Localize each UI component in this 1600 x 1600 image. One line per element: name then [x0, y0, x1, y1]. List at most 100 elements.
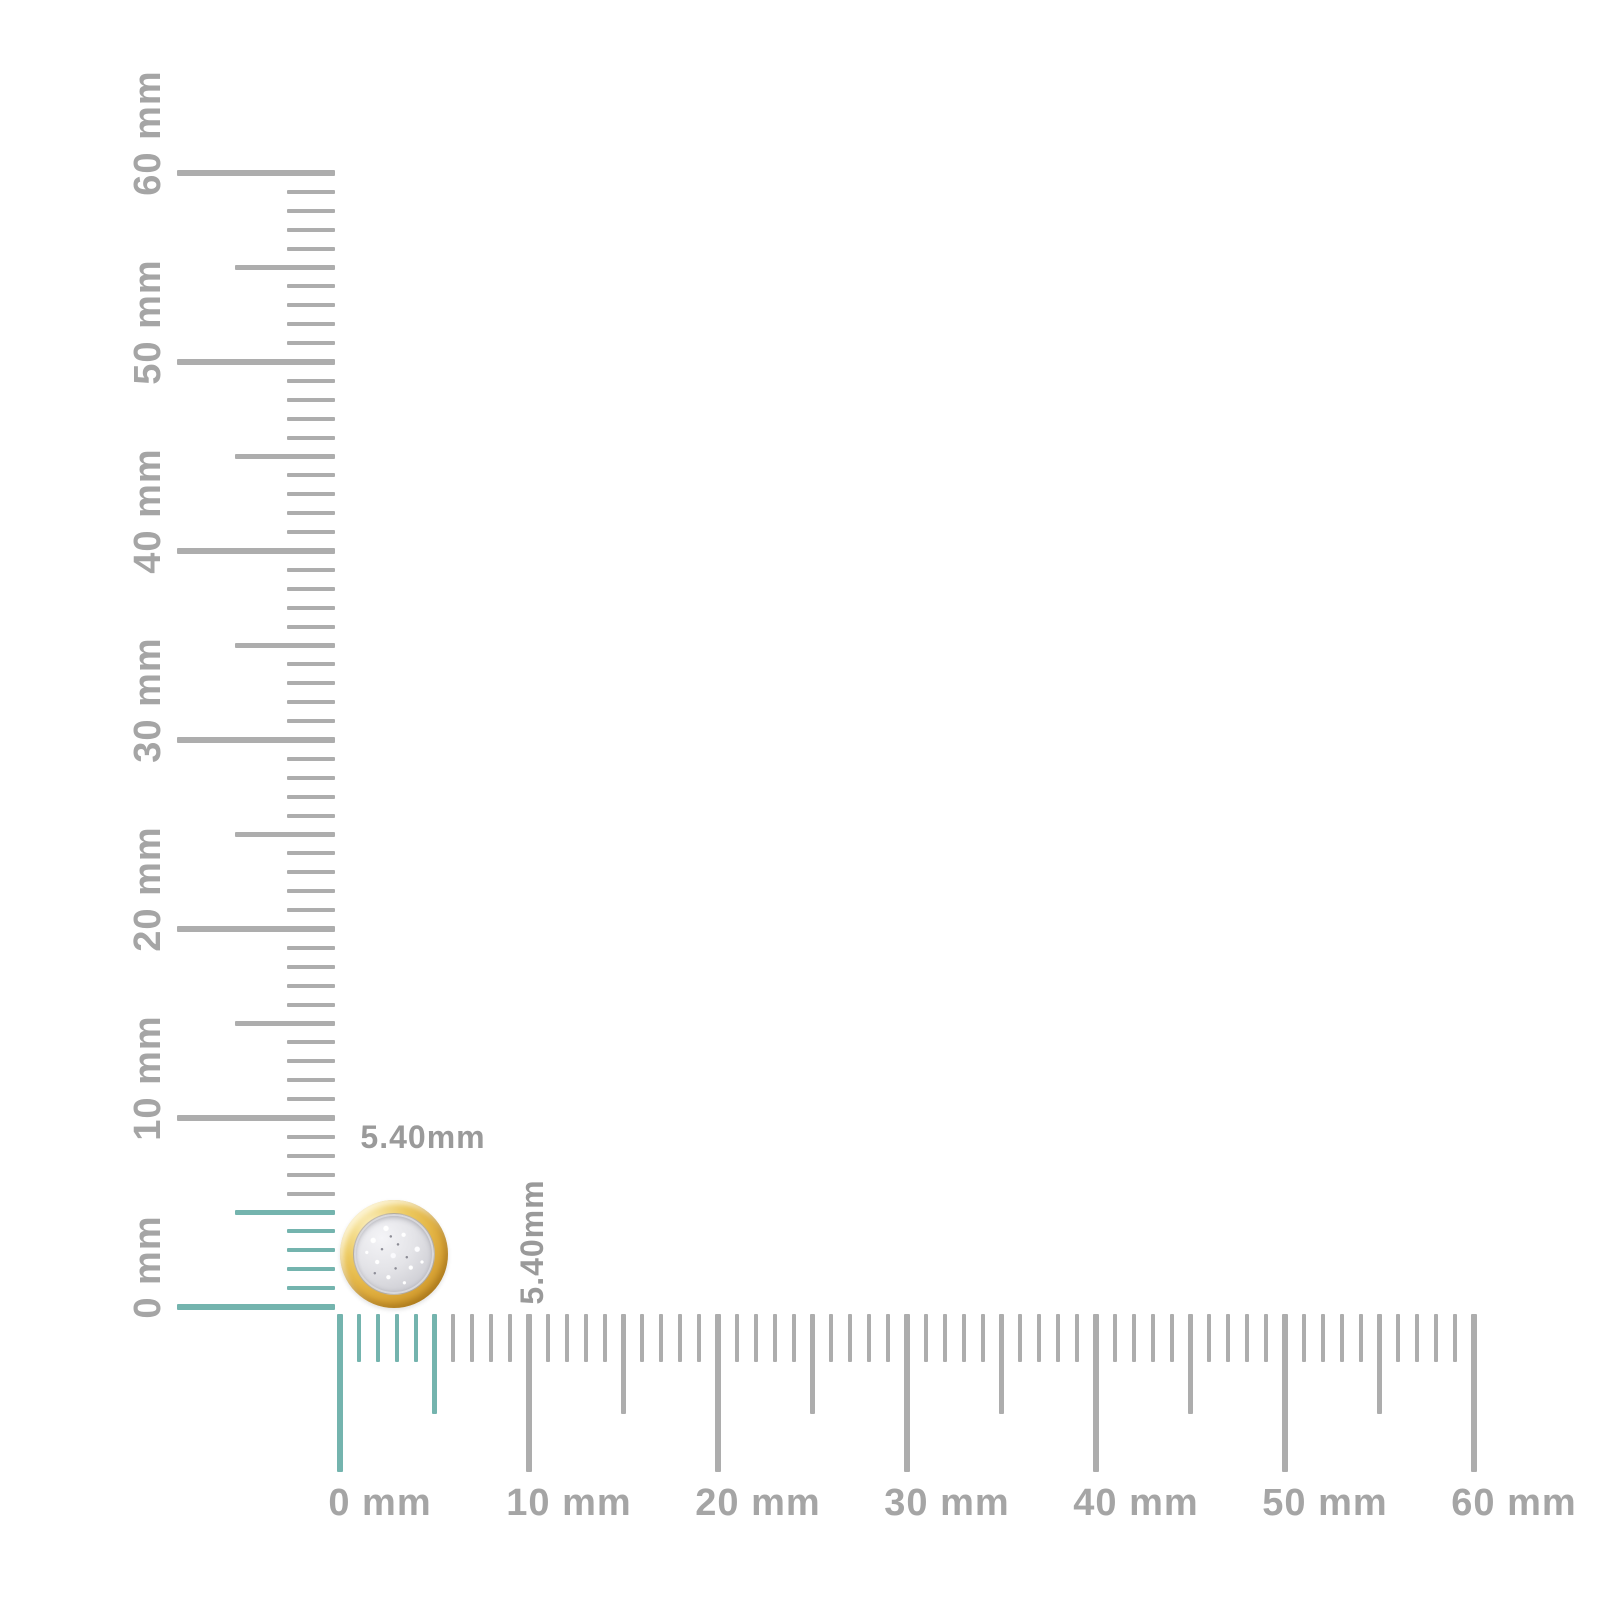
- vertical-ruler-label-30mm: 30 mm: [127, 637, 169, 763]
- horizontal-ruler-medium-tick-5mm: [432, 1314, 437, 1414]
- vertical-ruler-minor-tick-9mm: [287, 1134, 335, 1139]
- vertical-ruler-minor-tick-21mm: [287, 908, 335, 913]
- horizontal-ruler-major-tick-0mm: [337, 1314, 343, 1472]
- horizontal-ruler-minor-tick-29mm: [886, 1314, 891, 1362]
- horizontal-ruler-label-50mm: 50 mm: [1262, 1482, 1388, 1524]
- vertical-ruler-minor-tick-17mm: [287, 983, 335, 988]
- horizontal-ruler-major-tick-50mm: [1282, 1314, 1288, 1472]
- horizontal-ruler-minor-tick-8mm: [489, 1314, 494, 1362]
- horizontal-ruler-major-tick-60mm: [1471, 1314, 1477, 1472]
- vertical-ruler-minor-tick-57mm: [287, 227, 335, 232]
- vertical-ruler-minor-tick-22mm: [287, 889, 335, 894]
- vertical-ruler-major-tick-30mm: [177, 737, 335, 743]
- horizontal-ruler-minor-tick-42mm: [1131, 1314, 1136, 1362]
- vertical-ruler-minor-tick-53mm: [287, 303, 335, 308]
- vertical-ruler-minor-tick-46mm: [287, 435, 335, 440]
- vertical-ruler-medium-tick-15mm: [235, 1021, 335, 1026]
- horizontal-ruler-medium-tick-15mm: [621, 1314, 626, 1414]
- horizontal-ruler-label-60mm: 60 mm: [1451, 1482, 1577, 1524]
- height-dimension-label: 5.40mm: [514, 1179, 550, 1305]
- vertical-ruler-minor-tick-11mm: [287, 1097, 335, 1102]
- vertical-ruler-minor-tick-19mm: [287, 945, 335, 950]
- horizontal-ruler-minor-tick-36mm: [1018, 1314, 1023, 1362]
- vertical-ruler-medium-tick-35mm: [235, 643, 335, 648]
- horizontal-ruler-minor-tick-19mm: [697, 1314, 702, 1362]
- vertical-ruler-medium-tick-55mm: [235, 265, 335, 270]
- vertical-ruler-medium-tick-25mm: [235, 832, 335, 837]
- horizontal-ruler-minor-tick-18mm: [678, 1314, 683, 1362]
- horizontal-ruler-minor-tick-1mm: [356, 1314, 361, 1362]
- horizontal-ruler-minor-tick-51mm: [1301, 1314, 1306, 1362]
- vertical-ruler-medium-tick-45mm: [235, 454, 335, 459]
- vertical-ruler-minor-tick-47mm: [287, 416, 335, 421]
- diamond-pave-cluster: [353, 1213, 435, 1295]
- vertical-ruler-minor-tick-12mm: [287, 1078, 335, 1083]
- horizontal-ruler-major-tick-30mm: [904, 1314, 910, 1472]
- horizontal-ruler-minor-tick-48mm: [1245, 1314, 1250, 1362]
- horizontal-ruler-minor-tick-6mm: [451, 1314, 456, 1362]
- vertical-ruler-medium-tick-5mm: [235, 1210, 335, 1215]
- horizontal-ruler-minor-tick-14mm: [602, 1314, 607, 1362]
- vertical-ruler-minor-tick-14mm: [287, 1040, 335, 1045]
- vertical-ruler-label-50mm: 50 mm: [127, 259, 169, 385]
- horizontal-ruler-minor-tick-4mm: [413, 1314, 418, 1362]
- vertical-ruler-minor-tick-41mm: [287, 530, 335, 535]
- horizontal-ruler-label-20mm: 20 mm: [695, 1482, 821, 1524]
- horizontal-ruler-minor-tick-23mm: [772, 1314, 777, 1362]
- horizontal-ruler-minor-tick-39mm: [1075, 1314, 1080, 1362]
- vertical-ruler-minor-tick-59mm: [287, 189, 335, 194]
- horizontal-ruler-minor-tick-46mm: [1207, 1314, 1212, 1362]
- vertical-ruler-label-20mm: 20 mm: [127, 826, 169, 952]
- vertical-ruler-major-tick-0mm: [177, 1304, 335, 1310]
- vertical-ruler-major-tick-10mm: [177, 1115, 335, 1121]
- horizontal-ruler-minor-tick-32mm: [942, 1314, 947, 1362]
- horizontal-ruler-major-tick-20mm: [715, 1314, 721, 1472]
- vertical-ruler-minor-tick-51mm: [287, 341, 335, 346]
- horizontal-ruler-minor-tick-56mm: [1396, 1314, 1401, 1362]
- vertical-ruler-minor-tick-48mm: [287, 397, 335, 402]
- vertical-ruler-minor-tick-39mm: [287, 567, 335, 572]
- horizontal-ruler-minor-tick-43mm: [1150, 1314, 1155, 1362]
- horizontal-ruler-medium-tick-35mm: [999, 1314, 1004, 1414]
- horizontal-ruler-minor-tick-9mm: [508, 1314, 513, 1362]
- horizontal-ruler-medium-tick-55mm: [1377, 1314, 1382, 1414]
- horizontal-ruler-label-40mm: 40 mm: [1073, 1482, 1199, 1524]
- horizontal-ruler-label-30mm: 30 mm: [884, 1482, 1010, 1524]
- width-dimension-label: 5.40mm: [360, 1119, 486, 1155]
- horizontal-ruler-minor-tick-57mm: [1415, 1314, 1420, 1362]
- vertical-ruler-minor-tick-27mm: [287, 794, 335, 799]
- vertical-ruler-label-0mm: 0 mm: [127, 1215, 169, 1319]
- vertical-ruler-minor-tick-31mm: [287, 719, 335, 724]
- horizontal-ruler-minor-tick-24mm: [791, 1314, 796, 1362]
- vertical-ruler-minor-tick-3mm: [287, 1248, 335, 1253]
- horizontal-ruler-medium-tick-25mm: [810, 1314, 815, 1414]
- horizontal-ruler-minor-tick-12mm: [564, 1314, 569, 1362]
- vertical-ruler-minor-tick-32mm: [287, 700, 335, 705]
- vertical-ruler-minor-tick-8mm: [287, 1153, 335, 1158]
- horizontal-ruler-minor-tick-26mm: [829, 1314, 834, 1362]
- vertical-ruler-label-10mm: 10 mm: [127, 1015, 169, 1141]
- horizontal-ruler-minor-tick-21mm: [734, 1314, 739, 1362]
- horizontal-ruler-minor-tick-2mm: [375, 1314, 380, 1362]
- horizontal-ruler-label-0mm: 0 mm: [328, 1482, 432, 1524]
- vertical-ruler-minor-tick-54mm: [287, 284, 335, 289]
- horizontal-ruler-minor-tick-17mm: [659, 1314, 664, 1362]
- horizontal-ruler-minor-tick-22mm: [753, 1314, 758, 1362]
- vertical-ruler-minor-tick-58mm: [287, 208, 335, 213]
- vertical-ruler-label-60mm: 60 mm: [127, 70, 169, 196]
- horizontal-ruler-minor-tick-34mm: [980, 1314, 985, 1362]
- horizontal-ruler-minor-tick-49mm: [1264, 1314, 1269, 1362]
- vertical-ruler-minor-tick-33mm: [287, 681, 335, 686]
- horizontal-ruler-minor-tick-13mm: [583, 1314, 588, 1362]
- vertical-ruler-minor-tick-37mm: [287, 605, 335, 610]
- vertical-ruler-minor-tick-52mm: [287, 322, 335, 327]
- vertical-ruler-major-tick-20mm: [177, 926, 335, 932]
- vertical-ruler-major-tick-40mm: [177, 548, 335, 554]
- vertical-ruler-minor-tick-1mm: [287, 1286, 335, 1291]
- vertical-ruler-minor-tick-34mm: [287, 662, 335, 667]
- horizontal-ruler-minor-tick-38mm: [1056, 1314, 1061, 1362]
- vertical-ruler-minor-tick-36mm: [287, 624, 335, 629]
- vertical-ruler-minor-tick-24mm: [287, 851, 335, 856]
- vertical-ruler-minor-tick-6mm: [287, 1191, 335, 1196]
